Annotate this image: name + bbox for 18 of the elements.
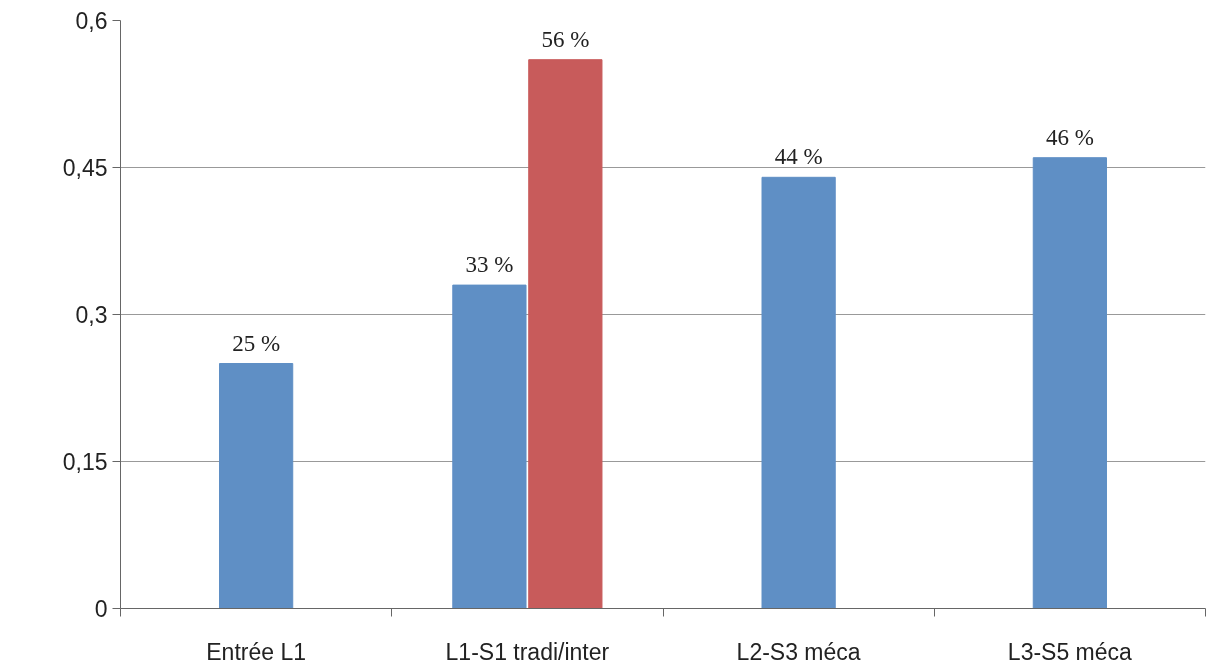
bar (219, 363, 294, 609)
y-tick-label: 0,6 (75, 8, 108, 34)
data-label: 33 % (465, 252, 514, 278)
x-tick-label: L1-S1 tradi/inter (445, 638, 610, 665)
data-label: 56 % (541, 26, 590, 52)
x-tick-label: L3-S5 méca (1007, 638, 1133, 665)
data-label: 46 % (1045, 124, 1094, 150)
y-tick-label: 0,15 (62, 449, 108, 475)
y-tick-label: 0,3 (75, 302, 108, 328)
y-tick-label: 0,45 (62, 155, 108, 181)
x-tick-label: L2-S3 méca (736, 638, 861, 665)
data-label: 25 % (232, 330, 281, 356)
bar (1032, 157, 1107, 609)
bar (528, 59, 603, 609)
bar (761, 176, 836, 609)
y-tick-label: 0 (94, 596, 108, 622)
x-tick-label: Entrée L1 (206, 638, 307, 665)
data-label: 44 % (774, 144, 823, 170)
